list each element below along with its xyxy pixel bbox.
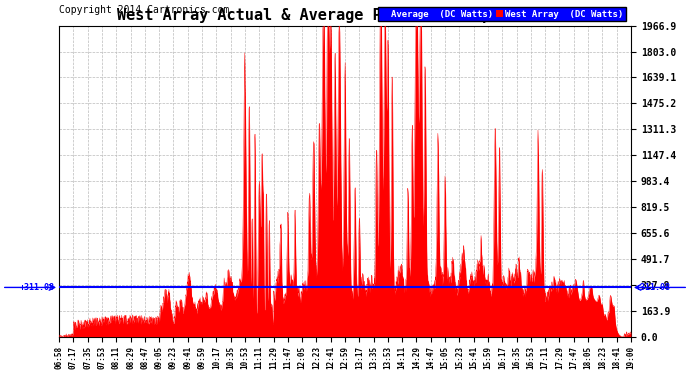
Title: West Array Actual & Average Power Wed Sep 10 19:01: West Array Actual & Average Power Wed Se…: [117, 8, 573, 23]
Text: +311.08: +311.08: [20, 283, 55, 292]
Text: +311.08: +311.08: [635, 283, 670, 292]
Text: Copyright 2014 Cartronics.com: Copyright 2014 Cartronics.com: [59, 5, 229, 15]
Legend: Average  (DC Watts), West Array  (DC Watts): Average (DC Watts), West Array (DC Watts…: [378, 7, 627, 21]
